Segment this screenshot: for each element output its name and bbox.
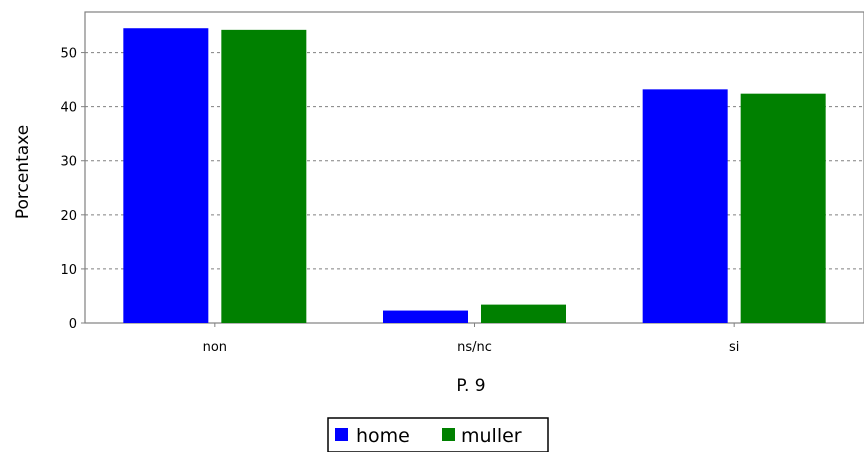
plot-area	[84, 11, 864, 324]
y-tick-label: 50	[60, 47, 77, 62]
y-tick-label: 20	[60, 209, 77, 224]
bar-home-nsnc	[383, 310, 468, 323]
legend-label-home: home	[356, 425, 410, 447]
bar-home-si	[642, 89, 728, 323]
bar-muller-si	[740, 93, 826, 324]
y-tick-label: 30	[60, 155, 77, 170]
legend-frame	[327, 417, 549, 452]
y-tick-label: 40	[60, 101, 77, 116]
y-tick-label: 10	[60, 263, 77, 278]
x-axis-title: P. 9	[456, 376, 485, 396]
legend-swatch-home	[335, 428, 348, 441]
x-tick-label: si	[729, 340, 739, 355]
x-tick-label: non	[203, 340, 227, 355]
x-axis-ticks: non ns/nc si	[203, 323, 739, 355]
bar-muller-non	[221, 29, 307, 324]
legend: home muller	[327, 417, 549, 452]
bars	[123, 28, 826, 324]
legend-label-muller: muller	[461, 425, 522, 447]
bar-muller-nsnc	[481, 304, 566, 323]
x-tick-label: ns/nc	[457, 340, 492, 355]
gridlines	[85, 52, 864, 270]
legend-swatch-muller	[442, 428, 455, 441]
bar-home-non	[123, 28, 209, 324]
y-axis-ticks: 0 10 20 30 40 50	[60, 47, 85, 332]
y-tick-label: 0	[69, 317, 77, 332]
y-axis-title: Porcentaxe	[13, 125, 33, 219]
